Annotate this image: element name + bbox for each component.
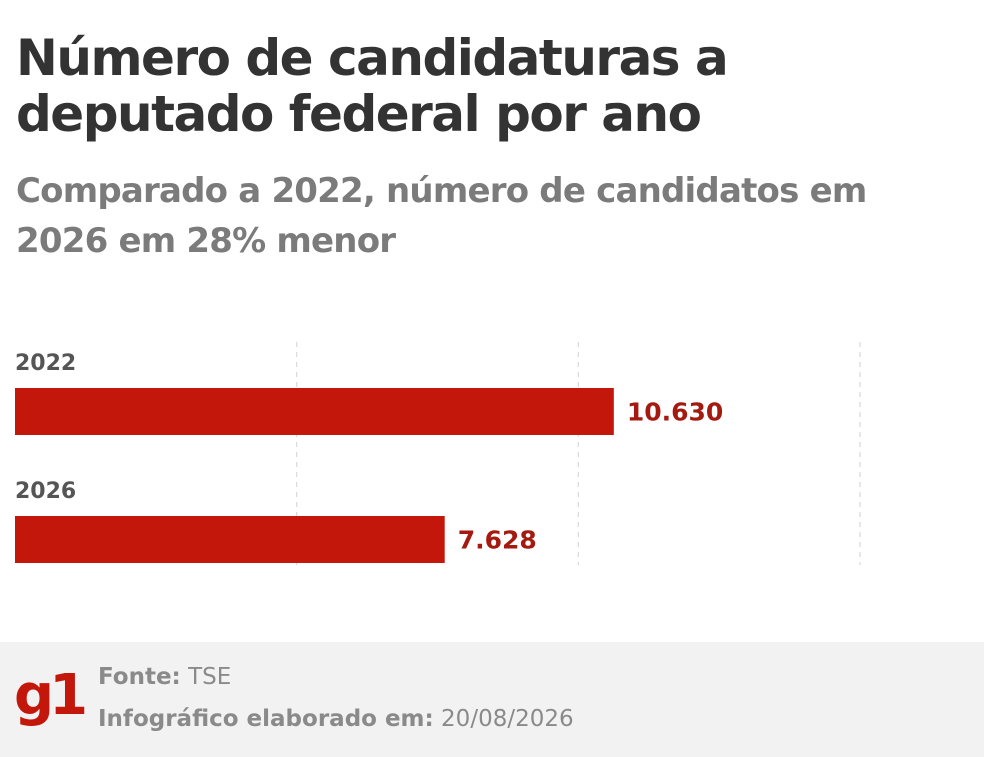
bar (15, 388, 614, 435)
g1-logo: g1 (14, 663, 88, 728)
source-label: Fonte: (98, 664, 181, 690)
chart-subtitle: Comparado a 2022, número de candidatos e… (16, 171, 867, 261)
category-label: 2022 (15, 351, 76, 376)
data-label: 7.628 (458, 526, 537, 555)
source-line: Fonte: TSE (98, 662, 231, 692)
data-label: 10.630 (627, 398, 723, 427)
bar-chart: 2022 10.630 2026 7.628 (15, 342, 861, 565)
footer: g1 Fonte: TSE Infográfico elaborado em: … (0, 642, 984, 757)
bar (15, 516, 445, 563)
chart-title: Número de candidaturas a deputado federa… (16, 29, 729, 143)
date-line: Infográfico elaborado em: 20/08/2026 (98, 704, 574, 734)
category-label: 2026 (15, 479, 76, 504)
date-label: Infográfico elaborado em: (98, 706, 434, 732)
source-value: TSE (188, 664, 232, 690)
date-value: 20/08/2026 (441, 706, 574, 732)
